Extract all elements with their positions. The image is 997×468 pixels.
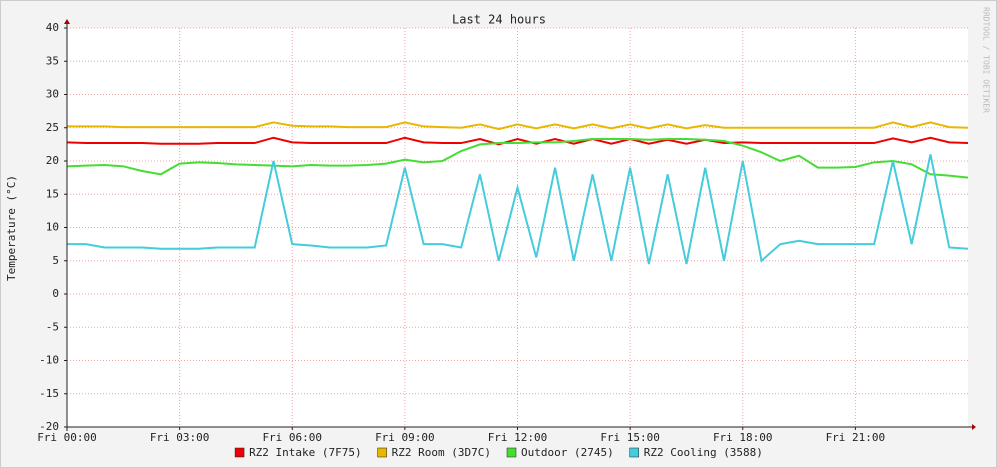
legend-item: Outdoor (2745): [506, 446, 614, 459]
y-tick-label: 30: [46, 88, 59, 101]
watermark: RRDTOOL / TOBI OETIKER: [982, 7, 991, 113]
y-tick-label: 25: [46, 121, 59, 134]
y-tick-label: -10: [39, 354, 59, 367]
legend-item: RZ2 Intake (7F75): [234, 446, 362, 459]
legend: RZ2 Intake (7F75) RZ2 Room (3D7C) Outdoor …: [234, 446, 763, 459]
series-line: [67, 154, 969, 265]
chart-title: Last 24 hours: [452, 13, 546, 27]
x-tick-label: Fri 06:00: [262, 431, 322, 444]
legend-swatch: [377, 447, 387, 458]
legend-item: RZ2 Room (3D7C): [377, 446, 491, 459]
x-tick-label: Fri 12:00: [488, 431, 548, 444]
y-tick-label: 10: [46, 221, 59, 234]
series-layer: [66, 121, 969, 265]
legend-label: Outdoor (2745): [521, 446, 614, 459]
legend-swatch: [629, 447, 639, 458]
y-tick-label: -20: [39, 420, 59, 433]
y-axis-label: Temperature (°C): [5, 175, 18, 281]
y-tick-label: -5: [46, 320, 59, 333]
x-arrow: [972, 424, 976, 430]
x-tick-label: Fri 00:00: [37, 431, 97, 444]
y-tick-label: 0: [52, 287, 59, 300]
legend-item: RZ2 Cooling (3588): [629, 446, 763, 459]
x-tick-label: Fri 18:00: [713, 431, 773, 444]
y-tick-label: 5: [52, 254, 59, 267]
y-arrow: [64, 19, 70, 24]
legend-label: RZ2 Intake (7F75): [249, 446, 362, 459]
y-tick-label: 40: [46, 21, 59, 34]
legend-swatch: [506, 447, 517, 458]
grid: [64, 27, 968, 430]
x-tick-label: Fri 09:00: [375, 431, 435, 444]
y-tick-label: 20: [46, 154, 59, 167]
y-tick-label: 35: [46, 54, 59, 67]
series-line: [66, 136, 969, 146]
legend-label: RZ2 Cooling (3588): [644, 446, 763, 459]
legend-label: RZ2 Room (3D7C): [392, 446, 491, 459]
legend-swatch: [234, 447, 245, 458]
x-tick-label: Fri 03:00: [150, 431, 210, 444]
y-tick-label: -15: [39, 387, 59, 400]
series-line: [66, 138, 969, 179]
x-tick-label: Fri 21:00: [826, 431, 886, 444]
x-tick-label: Fri 15:00: [600, 431, 660, 444]
y-tick-label: 15: [46, 187, 59, 200]
series-line: [67, 121, 969, 131]
